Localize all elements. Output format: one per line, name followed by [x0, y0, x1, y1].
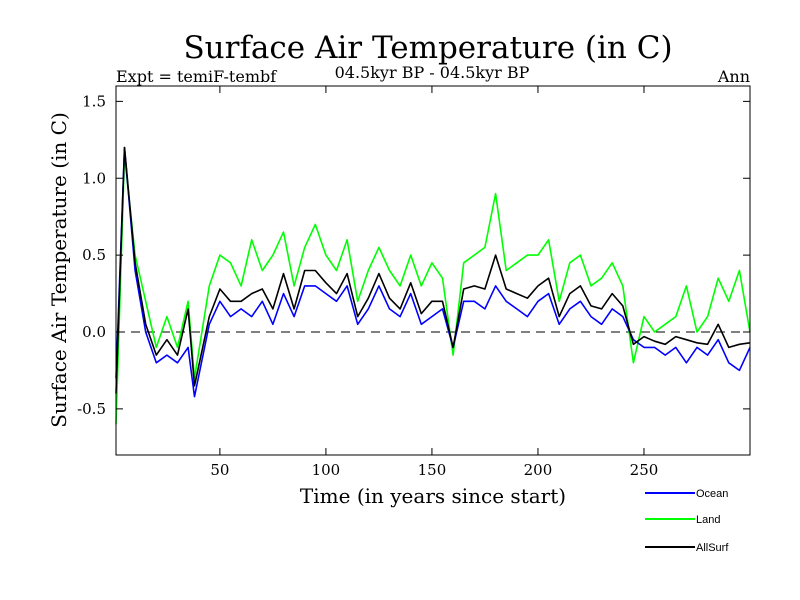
plot-frame: [115, 85, 751, 456]
chart-subtitle: 04.5kyr BP - 04.5kyr BP: [335, 63, 530, 82]
x-axis-label: Time (in years since start): [300, 484, 566, 508]
chart-title: Surface Air Temperature (in C): [183, 30, 672, 66]
expt-label: Expt = temiF-tembf: [116, 67, 277, 86]
legend-label-ocean: Ocean: [696, 488, 728, 500]
y-axis: -0.5 0.0 0.5 1.0 1.5: [77, 92, 750, 418]
y-tick-label: 0.5: [82, 246, 106, 264]
x-tick-label: 50: [210, 461, 229, 479]
legend: Ocean Land AllSurf: [645, 488, 729, 554]
x-tick-label: 200: [524, 461, 553, 479]
y-axis-label: Surface Air Temperature (in C): [47, 112, 71, 428]
x-tick-label: 150: [418, 461, 447, 479]
y-tick-label: 0.0: [82, 323, 106, 341]
x-axis: 50 100 150 200 250: [210, 86, 658, 479]
x-tick-label: 100: [312, 461, 341, 479]
plot-area: [115, 146, 751, 425]
x-tick-label: 250: [630, 461, 659, 479]
series-line-land: [115, 154, 751, 425]
season-label: Ann: [717, 67, 750, 86]
series-line-ocean: [115, 146, 751, 398]
y-tick-label: -0.5: [77, 400, 106, 418]
legend-label-land: Land: [696, 514, 720, 526]
y-tick-label: 1.0: [82, 169, 106, 187]
series-line-allsurf: [115, 146, 751, 394]
y-tick-label: 1.5: [82, 92, 106, 110]
legend-label-allsurf: AllSurf: [696, 542, 729, 554]
